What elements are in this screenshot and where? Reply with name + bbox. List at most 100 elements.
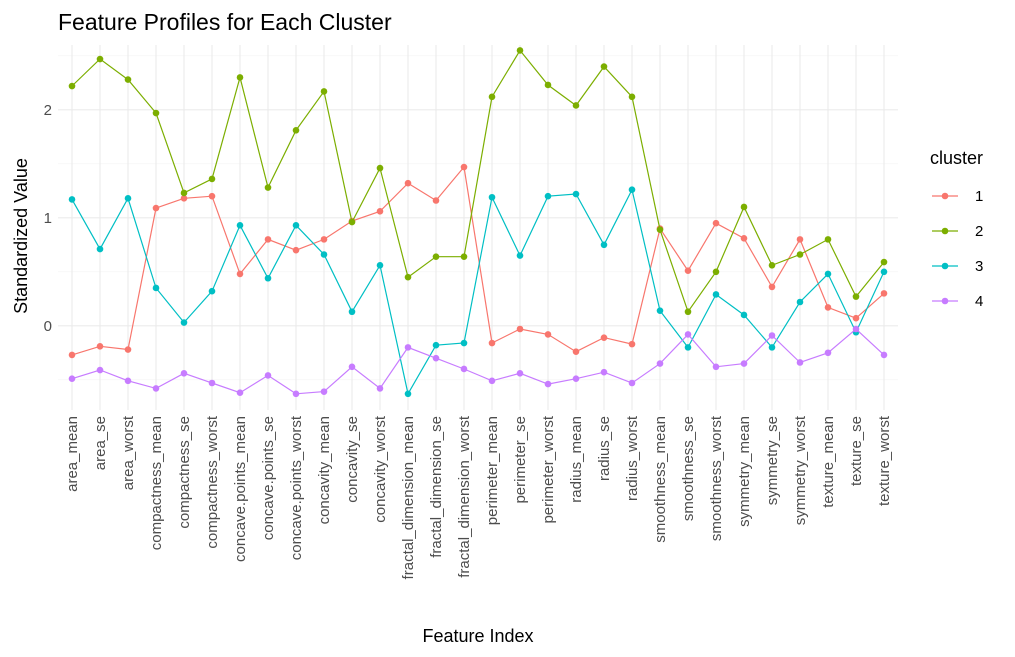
data-point [432, 253, 440, 260]
x-tick-label: concavity_mean [316, 416, 333, 524]
data-point [180, 195, 188, 202]
legend-items: 1 2 3 4 [932, 188, 983, 310]
grid [58, 45, 898, 410]
data-point [488, 377, 496, 385]
data-point [656, 360, 664, 367]
data-point [824, 270, 832, 278]
legend-key-point [941, 192, 949, 200]
series-4 [68, 325, 888, 398]
legend-item-1: 1 [932, 188, 983, 205]
data-point [824, 349, 832, 357]
data-point [320, 88, 328, 95]
data-point [516, 369, 524, 377]
data-point [740, 234, 748, 242]
data-point [320, 236, 328, 243]
series-line [71, 49, 885, 314]
data-point [628, 93, 636, 101]
x-tick-label: perimeter_se [512, 416, 529, 504]
data-point [880, 268, 888, 276]
y-axis-title: Standardized Value [11, 158, 31, 314]
data-point [852, 314, 860, 322]
data-point [460, 365, 468, 373]
data-point [600, 334, 608, 341]
data-point [376, 208, 384, 215]
data-point [516, 47, 524, 54]
data-point [320, 388, 328, 395]
data-point [488, 193, 496, 201]
data-point [628, 379, 636, 387]
data-point [516, 325, 524, 333]
data-point [124, 195, 132, 202]
series-line [71, 187, 885, 396]
data-point [376, 261, 384, 269]
data-point [208, 192, 216, 200]
data-point [376, 385, 384, 392]
legend-key-point [941, 227, 949, 235]
data-point [684, 344, 692, 351]
data-point [432, 354, 440, 362]
data-point [264, 184, 272, 191]
x-tick-label: area_worst [120, 415, 137, 490]
data-point [376, 164, 384, 172]
data-point [544, 380, 552, 388]
data-point [600, 63, 608, 70]
data-point [712, 268, 720, 276]
legend-label: 2 [975, 223, 983, 240]
data-point [488, 339, 496, 347]
data-point [236, 222, 244, 229]
data-point [152, 204, 160, 212]
y-tick-label: 1 [44, 210, 52, 227]
data-point [460, 163, 468, 171]
legend-label: 4 [975, 293, 983, 310]
data-point [236, 270, 244, 278]
x-tick-label: concavity_worst [372, 415, 389, 523]
data-point [544, 331, 552, 338]
data-point [236, 389, 244, 397]
data-point [264, 236, 272, 243]
data-point [124, 76, 132, 83]
x-tick-label: radius_se [596, 416, 613, 481]
series-2 [68, 47, 888, 316]
data-point [880, 351, 888, 359]
x-tick-label: texture_se [848, 416, 865, 486]
x-tick-label: radius_worst [624, 415, 641, 501]
data-point [740, 203, 748, 211]
data-point [768, 283, 776, 291]
x-tick-label: perimeter_mean [484, 416, 501, 525]
x-axis-ticks: area_mean area_se area_worst compactness_me… [64, 415, 893, 579]
x-tick-label: texture_mean [820, 416, 837, 508]
x-axis-title: Feature Index [422, 626, 533, 646]
data-point [432, 341, 440, 349]
data-point [852, 293, 860, 300]
data-point [460, 253, 468, 260]
x-tick-label: compactness_worst [204, 415, 221, 548]
legend-label: 3 [975, 258, 983, 275]
data-point [348, 363, 356, 371]
chart-title: Feature Profiles for Each Cluster [58, 9, 392, 35]
legend-label: 1 [975, 188, 983, 205]
data-point [656, 226, 664, 233]
x-tick-label: smoothness_se [680, 416, 697, 521]
x-tick-label: concavity_se [344, 416, 361, 503]
data-point [656, 307, 664, 314]
data-point [824, 236, 832, 243]
legend-item-4: 4 [932, 293, 983, 310]
x-tick-label: fractal_dimension_se [428, 416, 445, 558]
data-point [208, 287, 216, 295]
y-tick-label: 2 [44, 102, 52, 119]
data-point [516, 252, 524, 259]
series-1 [68, 163, 888, 359]
x-tick-label: fractal_dimension_mean [400, 416, 417, 579]
data-point [572, 348, 580, 355]
legend-title: cluster [930, 148, 983, 168]
legend-key-point [941, 262, 949, 270]
data-point [180, 369, 188, 377]
data-point [600, 368, 608, 376]
data-point [180, 189, 188, 197]
data-point [684, 267, 692, 274]
data-point [460, 339, 468, 347]
x-tick-label: symmetry_mean [736, 416, 753, 527]
data-point [880, 290, 888, 297]
data-point [348, 308, 356, 316]
data-point [768, 344, 776, 351]
